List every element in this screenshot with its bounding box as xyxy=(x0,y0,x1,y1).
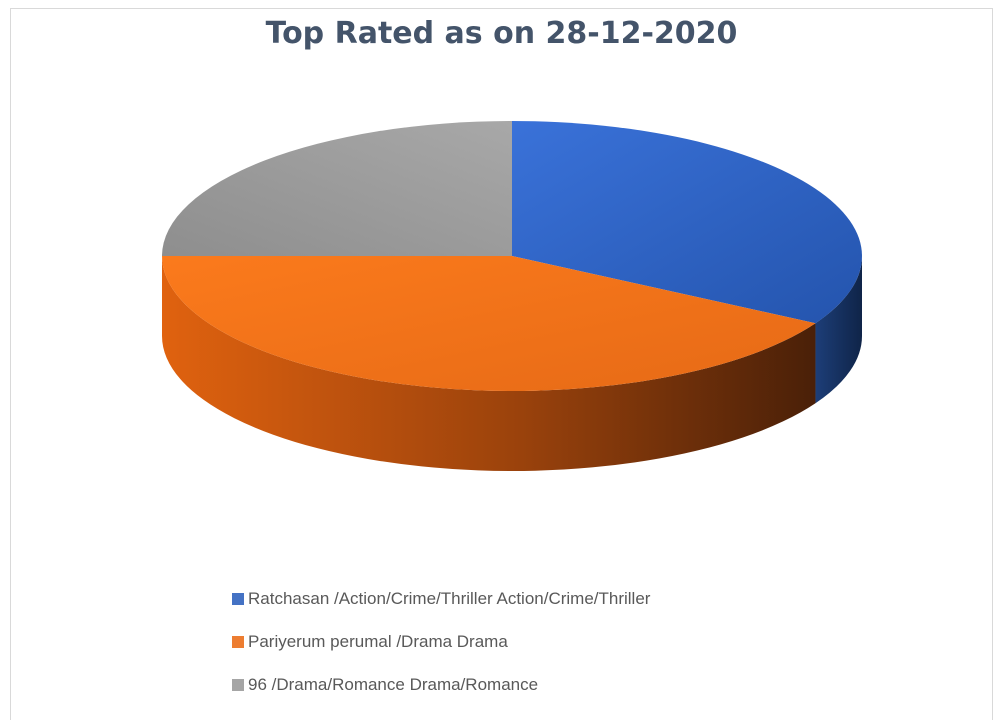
legend: Ratchasan /Action/Crime/Thriller Action/… xyxy=(232,588,650,717)
legend-swatch-pariyerum-perumal xyxy=(232,636,244,648)
legend-swatch-96 xyxy=(232,679,244,691)
legend-label-pariyerum-perumal: Pariyerum perumal /Drama Drama xyxy=(248,632,508,651)
pie-side-pariyerum-perumal xyxy=(162,256,816,471)
legend-item-pariyerum-perumal: Pariyerum perumal /Drama Drama xyxy=(232,631,650,653)
chart-title: Top Rated as on 28-12-2020 xyxy=(265,16,738,51)
pie-slice-ratchasan xyxy=(512,121,862,324)
pie-slice-pariyerum-perumal xyxy=(162,256,816,391)
pie-slice-96 xyxy=(162,121,512,256)
legend-swatch-ratchasan xyxy=(232,593,244,605)
legend-label-96: 96 /Drama/Romance Drama/Romance xyxy=(248,675,539,694)
pie-side-ratchasan xyxy=(815,256,862,404)
legend-label-ratchasan: Ratchasan /Action/Crime/Thriller Action/… xyxy=(248,589,651,608)
legend-item-ratchasan: Ratchasan /Action/Crime/Thriller Action/… xyxy=(232,588,650,610)
legend-item-96: 96 /Drama/Romance Drama/Romance xyxy=(232,674,650,696)
